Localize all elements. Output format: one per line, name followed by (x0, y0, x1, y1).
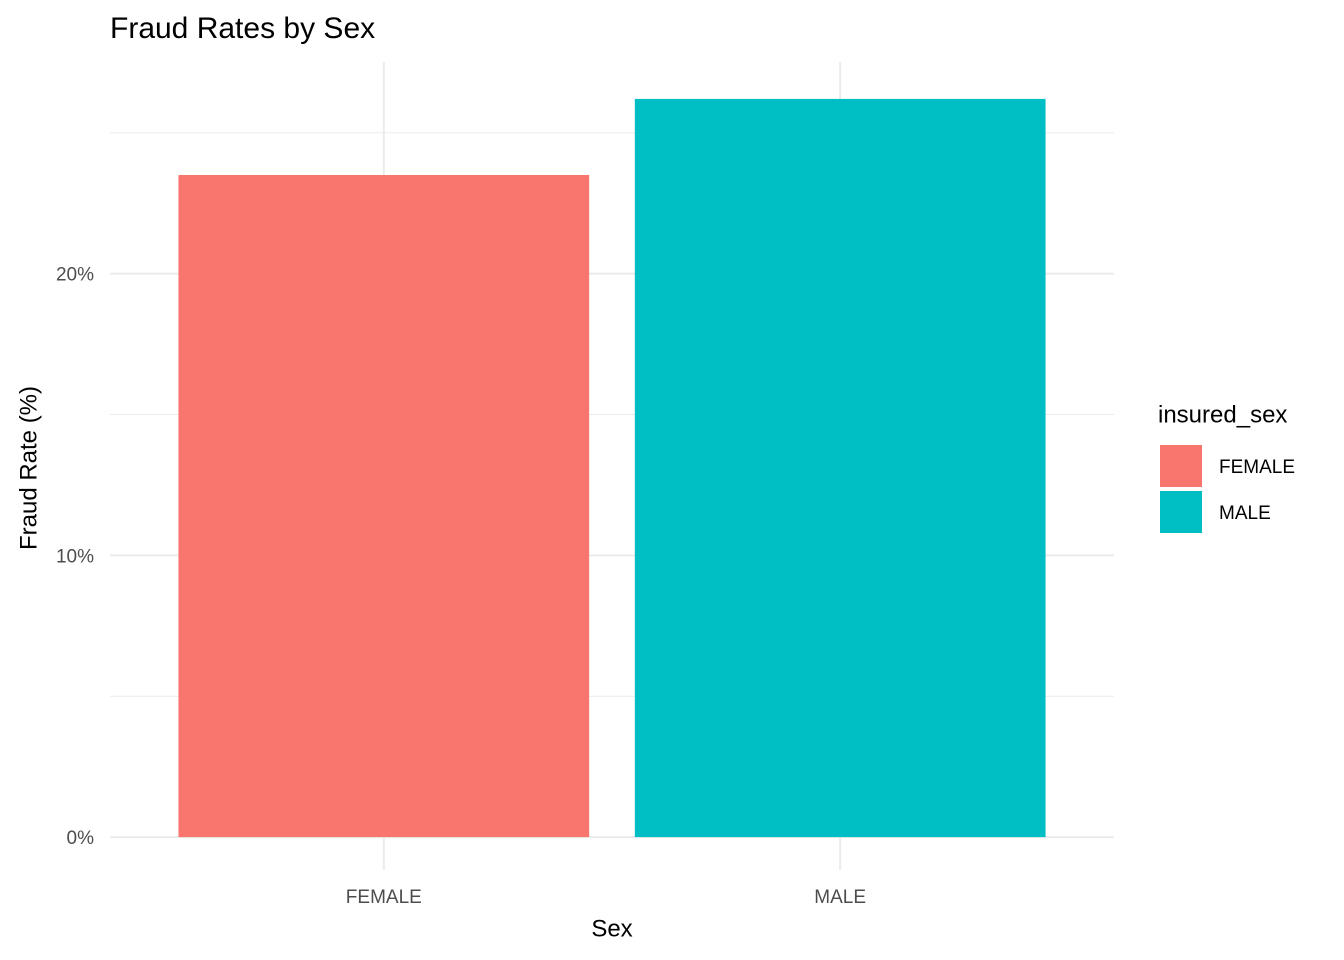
legend-label: MALE (1219, 503, 1271, 524)
y-tick-label: 0% (67, 828, 95, 849)
y-axis-title: Fraud Rate (%) (15, 386, 42, 550)
x-tick-label: FEMALE (346, 887, 422, 908)
legend-key (1160, 445, 1202, 487)
bar (178, 174, 590, 838)
chart-title: Fraud Rates by Sex (110, 12, 375, 45)
x-axis-title: Sex (591, 915, 632, 942)
legend-title: insured_sex (1158, 401, 1287, 428)
legend-label: FEMALE (1219, 457, 1295, 478)
y-tick-label: 20% (56, 265, 94, 286)
bar (634, 98, 1046, 838)
legend-key (1160, 491, 1202, 533)
y-tick-label: 10% (56, 546, 94, 567)
x-tick-label: MALE (814, 887, 866, 908)
